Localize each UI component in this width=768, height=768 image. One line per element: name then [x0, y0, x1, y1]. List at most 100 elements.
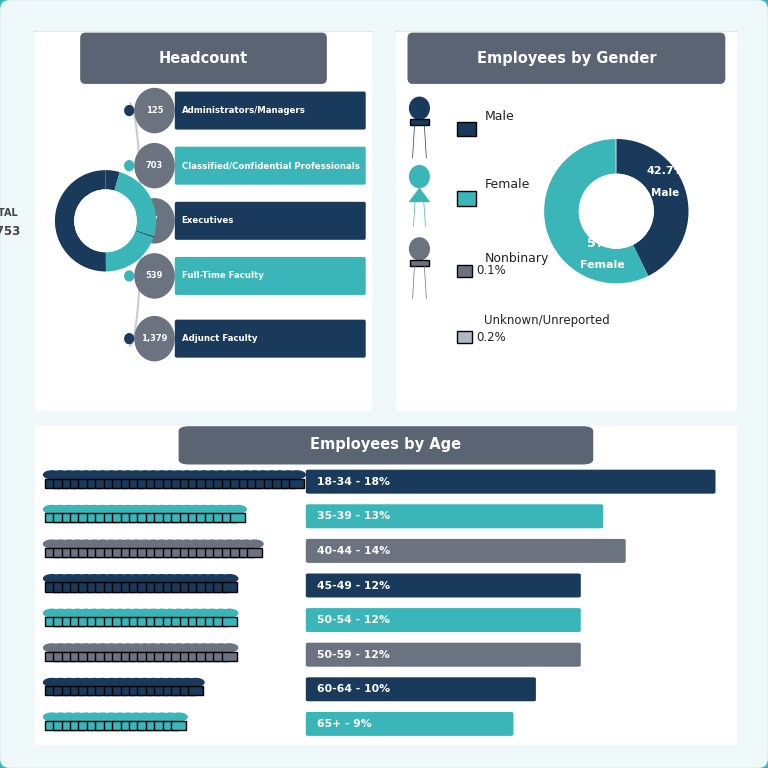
FancyBboxPatch shape [180, 687, 194, 696]
Text: 42.7%: 42.7% [646, 167, 685, 177]
Circle shape [78, 505, 94, 513]
FancyBboxPatch shape [95, 617, 110, 626]
Circle shape [111, 678, 128, 687]
Circle shape [111, 609, 128, 617]
Circle shape [161, 471, 179, 478]
FancyBboxPatch shape [175, 319, 366, 358]
FancyBboxPatch shape [121, 548, 135, 557]
FancyBboxPatch shape [306, 677, 536, 701]
Circle shape [145, 540, 162, 548]
FancyBboxPatch shape [188, 582, 203, 591]
Circle shape [195, 471, 213, 478]
Circle shape [187, 471, 204, 478]
Circle shape [69, 609, 86, 617]
FancyBboxPatch shape [104, 651, 118, 660]
FancyBboxPatch shape [457, 122, 476, 137]
FancyBboxPatch shape [154, 548, 169, 557]
FancyBboxPatch shape [61, 617, 77, 626]
Circle shape [94, 644, 111, 651]
FancyBboxPatch shape [188, 617, 203, 626]
Circle shape [280, 471, 296, 478]
Circle shape [153, 574, 170, 582]
Wedge shape [135, 230, 154, 237]
FancyBboxPatch shape [45, 721, 60, 730]
FancyBboxPatch shape [197, 478, 211, 488]
FancyBboxPatch shape [104, 513, 118, 522]
Circle shape [288, 471, 305, 478]
FancyBboxPatch shape [154, 687, 169, 696]
FancyBboxPatch shape [70, 617, 85, 626]
FancyBboxPatch shape [112, 513, 127, 522]
Circle shape [170, 540, 187, 548]
Text: Executives: Executives [181, 217, 234, 225]
FancyBboxPatch shape [129, 617, 144, 626]
Circle shape [137, 609, 154, 617]
Circle shape [120, 471, 137, 478]
FancyBboxPatch shape [214, 548, 228, 557]
Text: Classified/Confidential Professionals: Classified/Confidential Professionals [181, 161, 359, 170]
Circle shape [78, 574, 94, 582]
Circle shape [153, 678, 170, 687]
FancyBboxPatch shape [180, 513, 194, 522]
FancyBboxPatch shape [104, 687, 118, 696]
Circle shape [103, 505, 120, 513]
FancyBboxPatch shape [129, 582, 144, 591]
Wedge shape [55, 170, 106, 272]
Text: 57%: 57% [587, 237, 617, 250]
FancyBboxPatch shape [222, 582, 237, 591]
FancyBboxPatch shape [129, 687, 144, 696]
Circle shape [161, 644, 179, 651]
FancyBboxPatch shape [171, 687, 186, 696]
Circle shape [135, 316, 174, 361]
Circle shape [178, 471, 196, 478]
Circle shape [178, 644, 196, 651]
FancyBboxPatch shape [45, 513, 60, 522]
Circle shape [229, 505, 247, 513]
FancyBboxPatch shape [171, 513, 186, 522]
FancyBboxPatch shape [247, 548, 262, 557]
FancyBboxPatch shape [121, 513, 135, 522]
Circle shape [103, 609, 120, 617]
Text: 18-34 - 18%: 18-34 - 18% [317, 477, 390, 487]
FancyBboxPatch shape [154, 478, 169, 488]
Circle shape [153, 505, 170, 513]
Text: 0.2%: 0.2% [476, 331, 505, 343]
Circle shape [86, 644, 103, 651]
FancyBboxPatch shape [175, 147, 366, 184]
Circle shape [94, 505, 111, 513]
FancyBboxPatch shape [87, 478, 102, 488]
Circle shape [137, 505, 154, 513]
Circle shape [161, 574, 179, 582]
FancyBboxPatch shape [175, 257, 366, 295]
Circle shape [409, 238, 429, 260]
FancyBboxPatch shape [409, 260, 429, 266]
FancyBboxPatch shape [171, 582, 186, 591]
FancyBboxPatch shape [137, 478, 152, 488]
Circle shape [135, 254, 174, 298]
FancyBboxPatch shape [61, 687, 77, 696]
FancyBboxPatch shape [214, 513, 228, 522]
Circle shape [52, 505, 69, 513]
Wedge shape [545, 139, 648, 283]
FancyBboxPatch shape [171, 721, 186, 730]
FancyBboxPatch shape [306, 712, 514, 736]
Circle shape [237, 471, 255, 478]
FancyBboxPatch shape [61, 721, 77, 730]
Circle shape [103, 574, 120, 582]
Circle shape [161, 678, 179, 687]
Circle shape [111, 505, 128, 513]
Circle shape [44, 644, 61, 651]
Circle shape [52, 644, 69, 651]
Circle shape [195, 644, 213, 651]
FancyBboxPatch shape [112, 687, 127, 696]
FancyBboxPatch shape [53, 478, 68, 488]
Circle shape [187, 678, 204, 687]
FancyBboxPatch shape [45, 687, 60, 696]
FancyBboxPatch shape [70, 687, 85, 696]
Circle shape [178, 609, 196, 617]
Circle shape [237, 540, 255, 548]
Circle shape [128, 609, 145, 617]
Circle shape [271, 471, 288, 478]
FancyBboxPatch shape [61, 651, 77, 660]
FancyBboxPatch shape [95, 721, 110, 730]
